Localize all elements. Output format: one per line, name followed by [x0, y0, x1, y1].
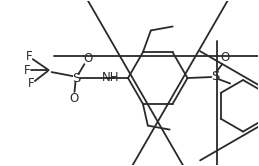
Text: O: O	[221, 51, 230, 64]
Text: O: O	[70, 92, 79, 105]
Text: S: S	[72, 72, 81, 84]
Text: S: S	[211, 70, 219, 83]
Text: F: F	[26, 50, 32, 63]
Text: F: F	[24, 64, 30, 77]
Text: O: O	[84, 52, 93, 65]
Text: F: F	[27, 78, 34, 90]
Text: NH: NH	[102, 71, 119, 83]
